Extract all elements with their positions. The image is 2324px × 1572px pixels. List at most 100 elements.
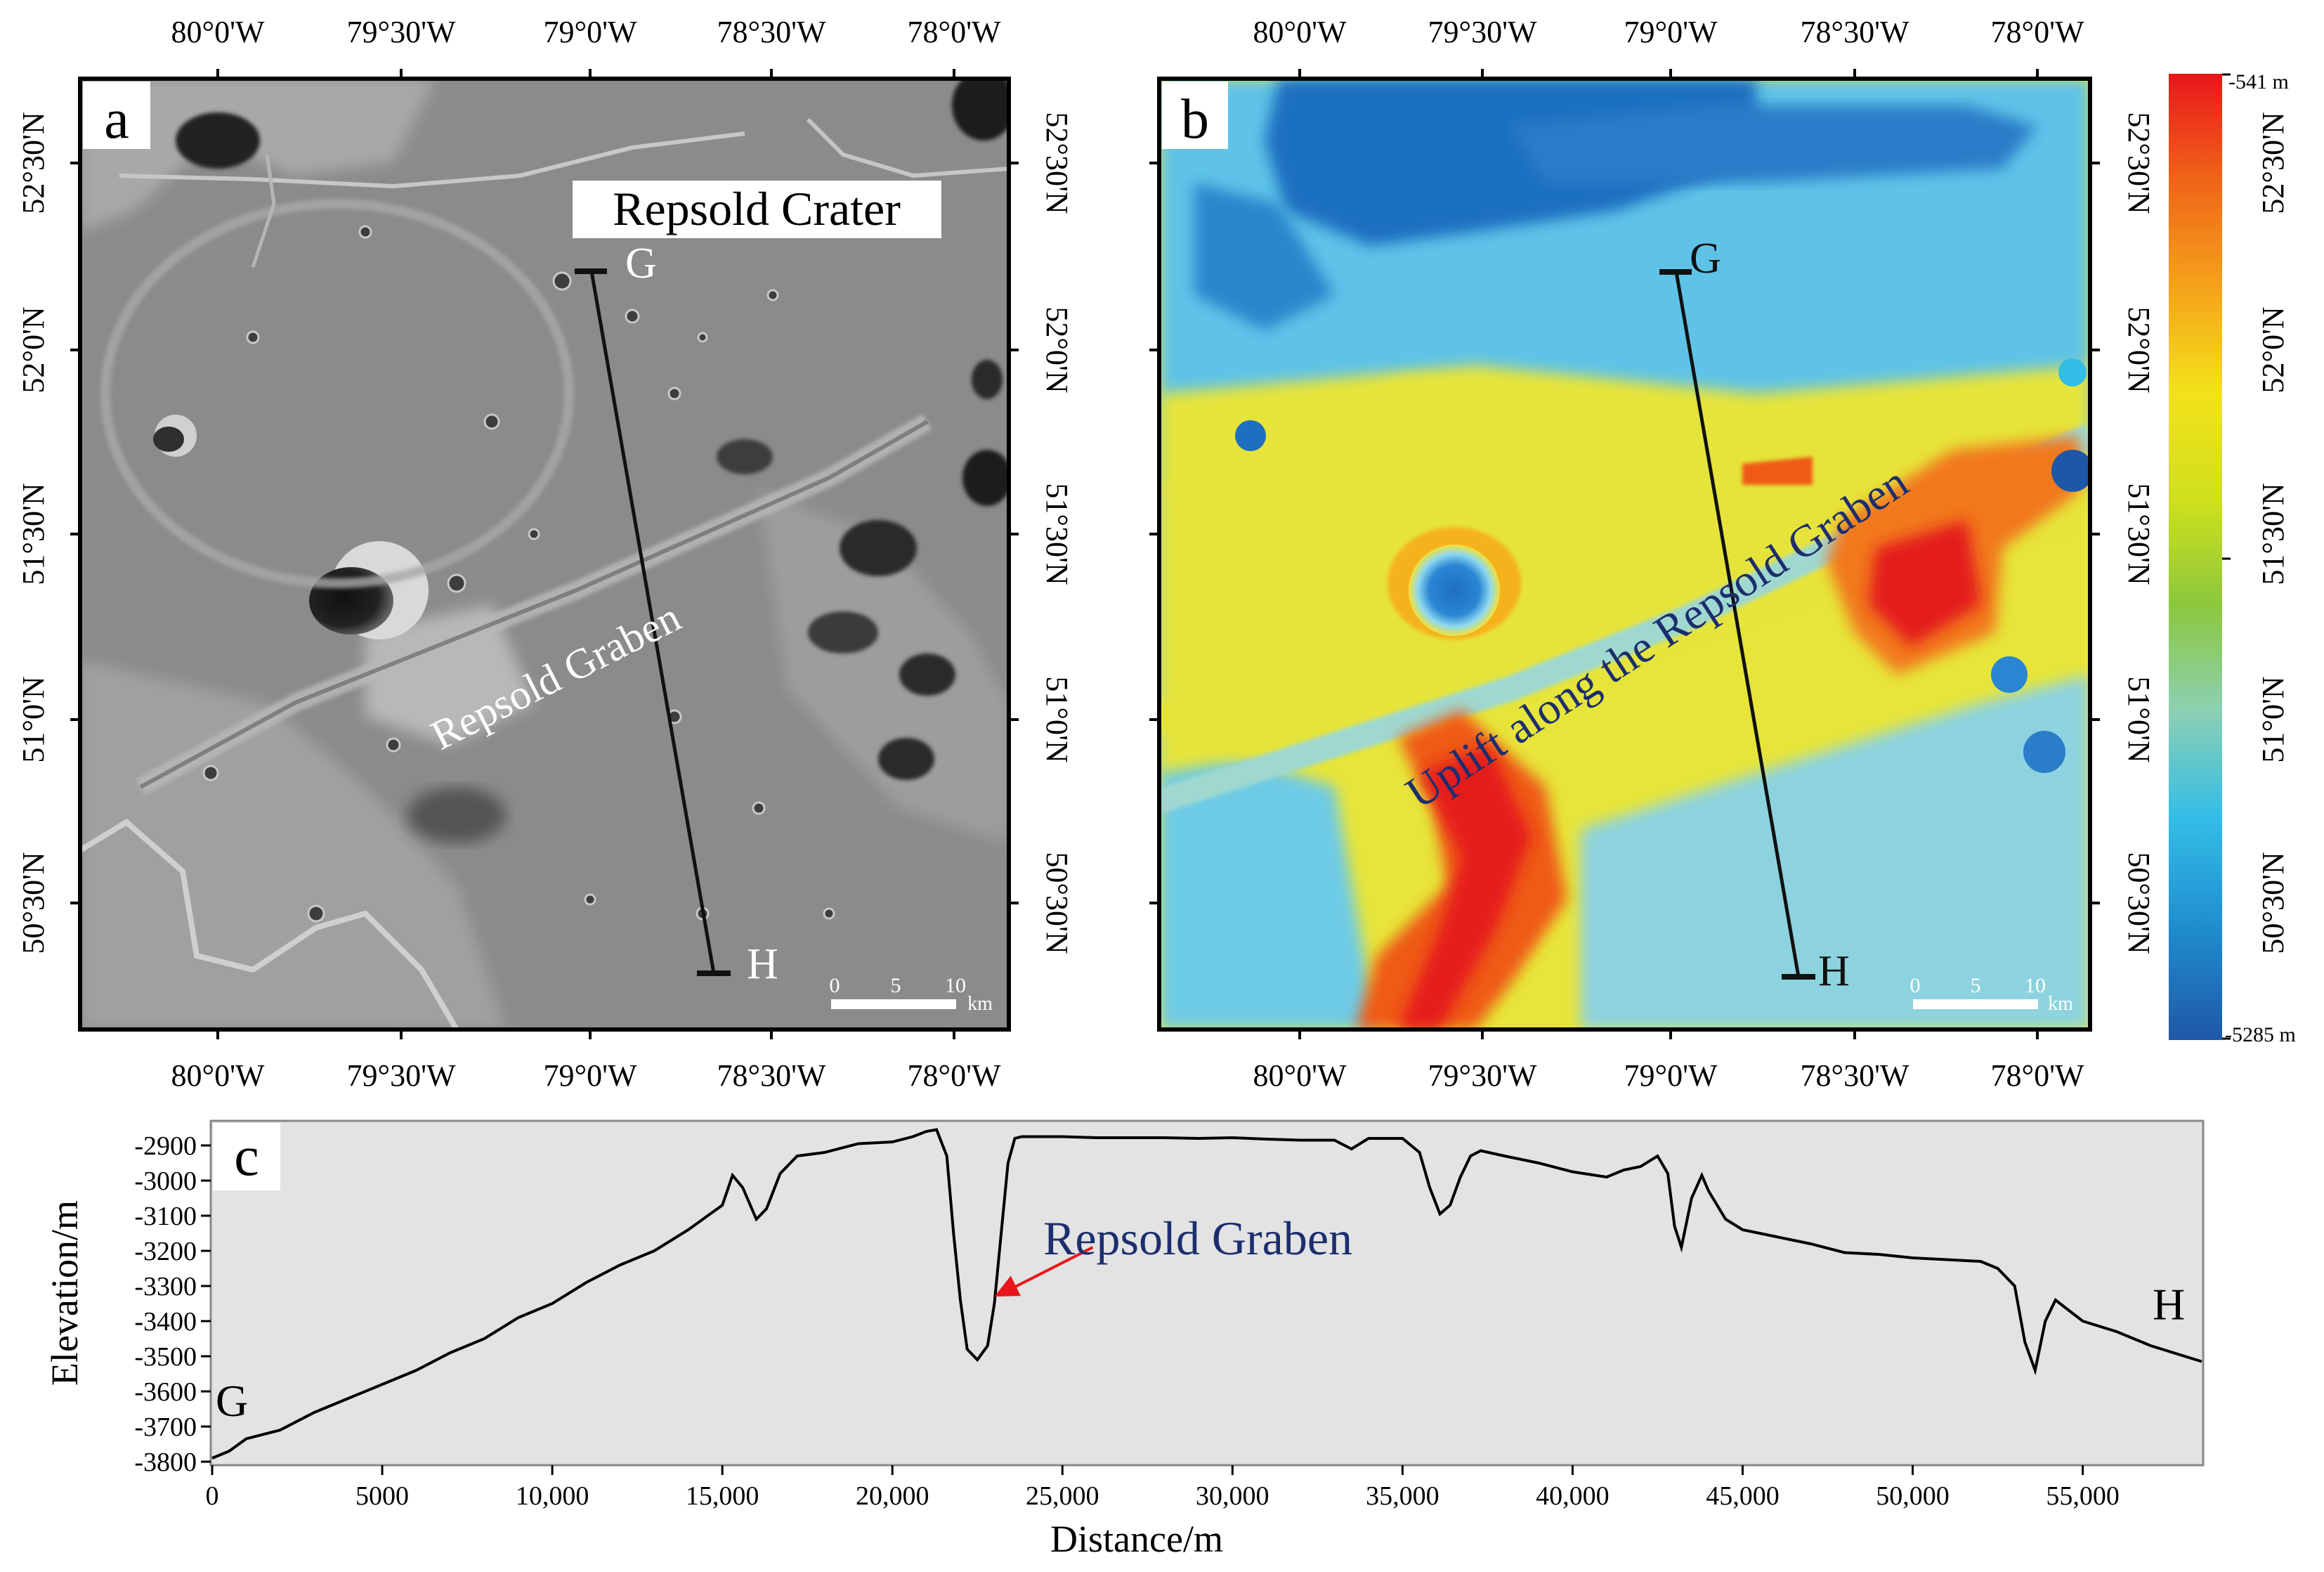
x-tick-label: 20,000 <box>856 1481 929 1511</box>
x-tick-label: 15,000 <box>686 1481 759 1511</box>
graben-arrow-head <box>994 1275 1021 1297</box>
b-top-xtick: 78°30'W <box>1800 15 1910 49</box>
panel-c: c -2900 -3000 -3100 -3200 -3300 -3400 -3500 -36… <box>44 1119 2205 1560</box>
profile-start-label-b: G <box>1690 235 1721 282</box>
b-bottom-xtick: 79°0'W <box>1624 1058 1718 1093</box>
scalebar-a <box>831 999 956 1009</box>
panel-a-y-left-ticks: 52°30'N 52°0'N 51°30'N 51°0'N 50°30'N <box>16 112 51 954</box>
x-tick-label: 35,000 <box>1366 1481 1440 1511</box>
graben-annotation: Repsold Graben <box>1043 1212 1352 1265</box>
b-right-ytick: 52°30'N <box>2122 112 2156 214</box>
colorbar-side-tick: 50°30'N <box>2256 852 2290 954</box>
panel-b-y-right-ticks: 52°30'N 52°0'N 51°30'N 51°0'N 50°30'N <box>2122 112 2156 954</box>
colorbar-side-tick: 51°30'N <box>2256 483 2290 585</box>
a-top-xtick: 79°0'W <box>543 15 637 49</box>
panel-b-x-bottom-ticks: 80°0'W 79°30'W 79°0'W 78°30'W 78°0'W <box>1253 1058 2084 1093</box>
colorbar-ticks <box>2222 73 2231 1040</box>
b-right-ytick: 51°0'N <box>2122 676 2156 762</box>
x-tick-label: 30,000 <box>1196 1481 1269 1511</box>
a-right-ytick: 51°0'N <box>1040 676 1074 762</box>
a-bottom-xtick: 79°0'W <box>543 1058 637 1093</box>
y-tick-label: -3200 <box>134 1237 197 1266</box>
y-tick-label: -2900 <box>134 1131 197 1161</box>
panel-b-letter-box <box>1162 82 1228 149</box>
profile-end-label-a: H <box>747 940 778 988</box>
a-bottom-xtick: 79°30'W <box>346 1058 456 1093</box>
panel-c-letter-box <box>213 1123 280 1190</box>
a-bottom-xtick: 78°0'W <box>907 1058 1001 1093</box>
scalebar-a-tick-0: 0 <box>830 974 840 997</box>
b-bottom-xtick: 80°0'W <box>1253 1058 1347 1093</box>
a-left-ytick: 52°30'N <box>16 112 51 214</box>
a-left-ytick: 51°0'N <box>16 676 51 762</box>
colorbar-side-tick: 52°0'N <box>2256 306 2290 393</box>
colorbar-min-label: -5285 m <box>2225 1023 2296 1046</box>
profile-x-label: Distance/m <box>1050 1518 1223 1560</box>
panel-b-ticks <box>1149 69 2100 1039</box>
a-left-ytick: 50°30'N <box>16 852 51 954</box>
profile-plot-area <box>209 1119 2205 1467</box>
y-tick-label: -3600 <box>134 1377 197 1407</box>
scalebar-a-unit: km <box>967 993 993 1015</box>
a-right-ytick: 52°30'N <box>1040 112 1074 214</box>
x-tick-label: 55,000 <box>2046 1481 2120 1511</box>
panel-b: b Uplift along the Repsold Graben G H 0 … <box>1149 15 2296 1093</box>
profile-line-a <box>589 271 716 974</box>
colorbar-side-tick: 51°0'N <box>2256 676 2290 762</box>
profile-start-label-c: G <box>216 1376 248 1426</box>
panel-a: a Repsold Crater Repsold Graben G H 0 5 … <box>16 15 1074 1093</box>
b-bottom-xtick: 78°30'W <box>1800 1058 1910 1093</box>
colorbar-side-ticks: 52°30'N 52°0'N 51°30'N 51°0'N 50°30'N <box>2256 112 2290 954</box>
panel-a-lunar-image <box>80 79 1009 1029</box>
a-top-xtick: 80°0'W <box>171 15 265 49</box>
profile-end-label-b: H <box>1818 947 1850 995</box>
profile-start-label-a: G <box>625 240 657 287</box>
panel-b-x-top-ticks: 80°0'W 79°30'W 79°0'W 78°30'W 78°0'W <box>1253 15 2084 49</box>
a-top-xtick: 78°0'W <box>907 15 1001 49</box>
a-bottom-xtick: 80°0'W <box>171 1058 265 1093</box>
panel-a-x-bottom-ticks: 80°0'W 79°30'W 79°0'W 78°30'W 78°0'W <box>171 1058 1001 1093</box>
elevation-colorbar <box>2169 74 2222 1040</box>
x-tick-label: 45,000 <box>1706 1481 1780 1511</box>
panel-a-letter-box <box>83 82 150 149</box>
x-tick-label: 10,000 <box>516 1481 589 1511</box>
scalebar-a-tick-10: 10 <box>945 974 966 997</box>
x-tick-label: 5000 <box>355 1481 409 1511</box>
x-tick-label: 50,000 <box>1876 1481 1950 1511</box>
b-top-xtick: 79°30'W <box>1428 15 1537 49</box>
scalebar-b-tick-10: 10 <box>2025 974 2046 997</box>
b-top-xtick: 79°0'W <box>1624 15 1718 49</box>
panel-a-x-top-ticks: 80°0'W 79°30'W 79°0'W 78°30'W 78°0'W <box>171 15 1001 49</box>
b-bottom-xtick: 78°0'W <box>1990 1058 2084 1093</box>
b-right-ytick: 52°0'N <box>2122 306 2156 393</box>
panel-a-ticks <box>70 69 1019 1039</box>
a-right-ytick: 51°30'N <box>1040 483 1074 585</box>
scalebar-a-tick-5: 5 <box>891 974 901 997</box>
y-tick-label: -3100 <box>134 1202 197 1231</box>
profile-x-axis: 0 5000 10,000 15,000 20,000 25,000 30,000 35,00… <box>206 1465 2120 1511</box>
y-tick-label: -3500 <box>134 1342 197 1372</box>
y-tick-label: -3700 <box>134 1412 197 1442</box>
colorbar-side-tick: 52°30'N <box>2256 112 2290 214</box>
panel-c-letter: c <box>234 1126 259 1188</box>
b-right-ytick: 51°30'N <box>2122 483 2156 585</box>
a-top-xtick: 79°30'W <box>346 15 456 49</box>
x-tick-label: 40,000 <box>1536 1481 1610 1511</box>
scalebar-b-tick-0: 0 <box>1910 974 1921 997</box>
panel-b-letter: b <box>1181 89 1209 150</box>
a-bottom-xtick: 78°30'W <box>717 1058 826 1093</box>
elevation-profile-line <box>211 1128 2202 1460</box>
x-tick-label: 0 <box>206 1481 219 1511</box>
scalebar-b-tick-5: 5 <box>1971 974 1981 997</box>
colorbar-max-label: -541 m <box>2228 70 2289 93</box>
panel-a-y-right-ticks: 52°30'N 52°0'N 51°30'N 51°0'N 50°30'N <box>1040 112 1074 954</box>
panel-b-elevation-map <box>1159 79 2090 1029</box>
profile-end-label-c: H <box>2153 1280 2185 1330</box>
scalebar-b <box>1913 999 2038 1009</box>
x-tick-label: 25,000 <box>1026 1481 1099 1511</box>
a-right-ytick: 50°30'N <box>1040 852 1074 954</box>
y-tick-label: -3000 <box>134 1167 197 1196</box>
b-top-xtick: 80°0'W <box>1253 15 1347 49</box>
b-bottom-xtick: 79°30'W <box>1428 1058 1537 1093</box>
